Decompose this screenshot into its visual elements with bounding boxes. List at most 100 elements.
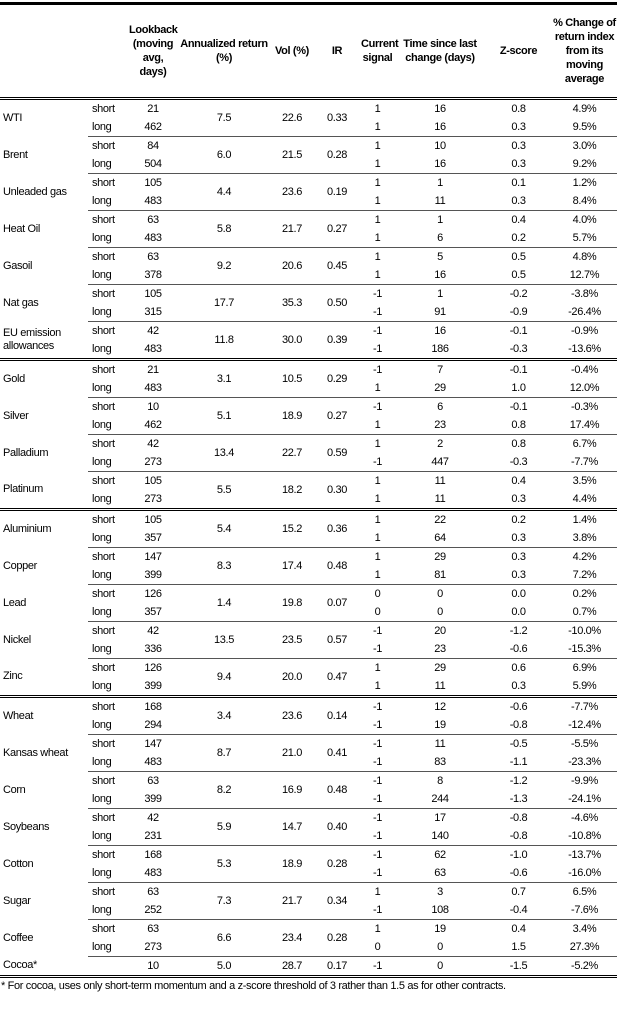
- pct-change-value: 4.8%: [572, 251, 597, 263]
- ir-value: 0.30: [314, 471, 360, 511]
- z-score-value: 1.0: [485, 379, 552, 398]
- current-signal-value: -1: [360, 303, 395, 322]
- pct-change-value: 4.9%: [572, 103, 597, 115]
- pct-change-value: -7.7%: [552, 453, 617, 472]
- asset-name: WTI: [3, 111, 23, 124]
- lookback-value: 10: [147, 401, 159, 413]
- lookback-value: 105: [144, 177, 162, 189]
- pct-change-value: 9.2%: [552, 155, 617, 174]
- pct-change-value: -12.4%: [552, 716, 617, 735]
- time-since-change-value: 83: [395, 753, 485, 772]
- current-signal-value: 1: [374, 514, 381, 526]
- time-since-change-value: 23: [395, 416, 485, 435]
- term-label: long: [88, 490, 128, 511]
- time-since-change-value: 17: [434, 812, 446, 824]
- z-score-value: 0.4: [511, 214, 526, 226]
- z-score-value: -1.2: [509, 775, 528, 787]
- term-label: short: [92, 514, 115, 526]
- time-since-change-value: 6: [437, 401, 443, 413]
- asset-name: Soybeans: [3, 820, 50, 833]
- z-score-value: -1.0: [509, 849, 528, 861]
- z-score-value: -0.5: [509, 738, 528, 750]
- time-since-change-value: 29: [434, 662, 446, 674]
- lookback-value: 399: [128, 566, 178, 585]
- current-signal-value: -1: [372, 738, 383, 750]
- time-since-change-value: 19: [434, 923, 446, 935]
- lookback-value: 462: [128, 118, 178, 137]
- time-since-change-value: 63: [395, 864, 485, 883]
- current-signal-value: -1: [372, 288, 383, 300]
- current-signal-value: 1: [374, 251, 381, 263]
- vol-value: 15.2: [270, 509, 314, 548]
- z-score-value: -0.2: [509, 288, 528, 300]
- current-signal-value: 1: [360, 416, 395, 435]
- z-score-value: -0.9: [485, 303, 552, 322]
- ir-value: 0.45: [314, 247, 360, 285]
- table-row: Heat Oil short 63 5.8 21.7 0.27 1 1 0.4 4.0%: [0, 210, 617, 248]
- ir-value: 0.28: [314, 919, 360, 957]
- pct-change-value: 3.5%: [572, 475, 597, 487]
- asset-name: Heat Oil: [3, 222, 40, 235]
- table-row: long 273 -1 447 -0.3 -7.7%: [0, 453, 617, 472]
- time-since-change-value: 1: [437, 288, 443, 300]
- term-label: long: [88, 566, 128, 585]
- time-since-change-value: 81: [395, 566, 485, 585]
- table-header-row: Lookback (moving avg, days) Annualized re…: [0, 2, 617, 100]
- ir-value: 0.29: [314, 359, 360, 398]
- term-label: long: [88, 603, 128, 622]
- header-current-signal: Current signal: [360, 2, 399, 100]
- table-row: long 504 1 16 0.3 9.2%: [0, 155, 617, 174]
- time-since-change-value: 11: [434, 475, 446, 487]
- pct-change-value: -13.6%: [552, 340, 617, 361]
- term-label: long: [88, 901, 128, 920]
- z-score-value: 0.3: [485, 566, 552, 585]
- z-score-value: 0.3: [511, 551, 526, 563]
- ir-value: 0.28: [314, 136, 360, 174]
- asset-name: Copper: [3, 559, 37, 572]
- ir-value: 0.59: [314, 434, 360, 472]
- table-row: Nat gas short 105 17.7 35.3 0.50 -1 1 -0.2 -3.8%: [0, 284, 617, 322]
- pct-change-value: 12.0%: [552, 379, 617, 398]
- table-row: long 483 1 29 1.0 12.0%: [0, 379, 617, 398]
- pct-change-value: -24.1%: [552, 790, 617, 809]
- table-row: long 252 -1 108 -0.4 -7.6%: [0, 901, 617, 920]
- z-score-value: 0.3: [485, 529, 552, 548]
- current-signal-value: -1: [372, 625, 383, 637]
- table-row: Aluminium short 105 5.4 15.2 0.36 1 22 0.2 1.4%: [0, 509, 617, 548]
- term-label: short: [92, 475, 115, 487]
- header-z-score: Z-score: [485, 2, 552, 100]
- table-row: Brent short 84 6.0 21.5 0.28 1 10 0.3 3.0%: [0, 136, 617, 174]
- term-label: short: [92, 701, 115, 713]
- current-signal-value: 1: [374, 177, 381, 189]
- term-label: long: [88, 716, 128, 735]
- asset-name: Sugar: [3, 894, 31, 907]
- table-row: long 273 0 0 1.5 27.3%: [0, 938, 617, 957]
- z-score-value: -0.4: [485, 901, 552, 920]
- pct-change-value: 27.3%: [552, 938, 617, 957]
- momentum-signals-table: Lookback (moving avg, days) Annualized re…: [0, 2, 617, 978]
- z-score-value: -0.1: [509, 325, 528, 337]
- vol-value: 30.0: [270, 321, 314, 361]
- annualized-return-value: 5.3: [178, 845, 270, 883]
- current-signal-value: -1: [372, 364, 383, 376]
- time-since-change-value: 5: [437, 251, 443, 263]
- lookback-value: 105: [144, 514, 162, 526]
- lookback-value: 273: [128, 938, 178, 957]
- term-label: short: [92, 738, 115, 750]
- z-score-value: -0.6: [485, 640, 552, 659]
- pct-change-value: -7.6%: [552, 901, 617, 920]
- pct-change-value: 6.7%: [572, 438, 597, 450]
- table-row: long 357 1 64 0.3 3.8%: [0, 529, 617, 548]
- vol-value: 19.8: [270, 584, 314, 622]
- lookback-value: 504: [128, 155, 178, 174]
- current-signal-value: 1: [360, 677, 395, 698]
- current-signal-value: -1: [372, 401, 383, 413]
- z-score-value: 0.3: [485, 677, 552, 698]
- asset-name: Brent: [3, 148, 28, 161]
- annualized-return-value: 1.4: [178, 584, 270, 622]
- current-signal-value: 1: [360, 529, 395, 548]
- lookback-value: 315: [128, 303, 178, 322]
- header-asset: [0, 2, 88, 100]
- ir-value: 0.57: [314, 621, 360, 659]
- z-score-value: -0.6: [485, 864, 552, 883]
